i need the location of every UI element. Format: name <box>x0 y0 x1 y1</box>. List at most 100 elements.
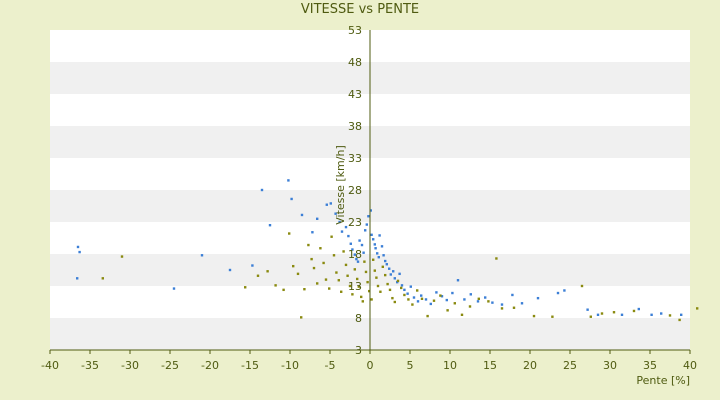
data-point <box>356 260 360 263</box>
data-point <box>511 293 514 297</box>
data-point <box>468 305 472 308</box>
data-point <box>292 264 295 268</box>
data-point <box>420 297 424 300</box>
data-point <box>453 302 456 305</box>
data-point <box>348 284 352 288</box>
data-point <box>416 289 419 292</box>
x-tick-label: -5 <box>325 359 336 372</box>
data-point <box>385 263 388 266</box>
data-point <box>329 202 332 205</box>
x-tick-label: 20 <box>523 359 537 372</box>
data-point <box>393 300 396 304</box>
data-point <box>319 247 322 250</box>
data-point <box>346 274 349 277</box>
y-tick-label: 13 <box>348 280 362 293</box>
data-point <box>456 279 460 282</box>
data-point <box>484 296 487 299</box>
data-point <box>274 284 277 287</box>
data-point <box>367 215 370 218</box>
data-point <box>650 313 653 316</box>
y-tick-label: 8 <box>355 312 362 325</box>
data-point <box>335 271 338 274</box>
data-point <box>678 318 681 322</box>
data-point <box>469 293 472 296</box>
x-axis-label: Pente [%] <box>636 374 690 387</box>
data-point <box>388 267 391 270</box>
data-point <box>439 294 442 297</box>
data-point <box>403 293 406 297</box>
data-point <box>366 280 369 284</box>
data-point <box>407 298 410 301</box>
data-point <box>384 259 387 263</box>
data-point <box>344 225 348 229</box>
data-point <box>337 279 340 282</box>
y-tick-label: 23 <box>348 216 362 229</box>
data-point <box>668 314 672 317</box>
data-point <box>347 234 350 238</box>
data-point <box>412 296 416 299</box>
data-point <box>200 254 204 257</box>
data-point <box>300 316 303 319</box>
data-point <box>379 290 382 293</box>
data-point <box>406 292 409 295</box>
data-point <box>386 282 389 286</box>
data-point <box>388 288 392 292</box>
data-point <box>355 257 358 261</box>
data-point <box>311 231 314 234</box>
data-point <box>389 273 392 276</box>
data-point <box>307 243 310 247</box>
data-point <box>580 284 584 288</box>
data-point <box>451 291 454 295</box>
data-point <box>282 288 285 292</box>
data-point <box>288 232 291 235</box>
chart-title: VITESSE vs PENTE <box>300 2 420 17</box>
data-point <box>324 278 328 281</box>
data-point <box>637 307 640 311</box>
x-tick-label: 35 <box>643 359 657 372</box>
data-point <box>342 250 345 253</box>
x-tick-label: -10 <box>281 359 299 372</box>
data-point <box>463 298 466 301</box>
x-tick-label: 0 <box>367 359 374 372</box>
y-axis-label: Vitesse [km/h] <box>334 145 347 225</box>
data-point <box>316 282 319 285</box>
data-point <box>477 297 480 300</box>
x-tick-label: 5 <box>407 359 414 372</box>
data-point <box>495 257 498 260</box>
data-point <box>120 255 124 258</box>
data-point <box>491 301 494 304</box>
data-point <box>360 295 363 299</box>
x-tick-label: -20 <box>201 359 219 372</box>
data-point <box>328 287 331 290</box>
data-point <box>76 277 79 280</box>
data-point <box>420 294 423 297</box>
data-point <box>380 245 384 248</box>
y-tick-label: 38 <box>348 120 362 133</box>
data-point <box>632 309 636 313</box>
data-point <box>340 290 343 293</box>
data-point <box>351 293 354 296</box>
data-point <box>429 302 432 306</box>
data-point <box>365 223 368 226</box>
x-tick-label: -40 <box>41 359 59 372</box>
data-point <box>362 251 365 254</box>
data-point <box>340 230 344 233</box>
y-tick-label: 53 <box>348 24 362 37</box>
data-point <box>600 312 604 315</box>
data-point <box>411 303 414 306</box>
data-point <box>520 302 524 305</box>
data-point <box>460 313 464 316</box>
data-point <box>392 270 395 273</box>
data-point <box>696 307 699 310</box>
x-tick-label: -25 <box>161 359 179 372</box>
data-point <box>396 279 400 283</box>
data-point <box>424 298 428 301</box>
data-point <box>334 212 337 215</box>
data-point <box>400 284 404 287</box>
data-point <box>500 307 504 310</box>
data-point <box>338 220 341 224</box>
y-tick-label: 3 <box>355 344 362 357</box>
x-tick-label: 15 <box>483 359 497 372</box>
data-point <box>361 300 364 303</box>
